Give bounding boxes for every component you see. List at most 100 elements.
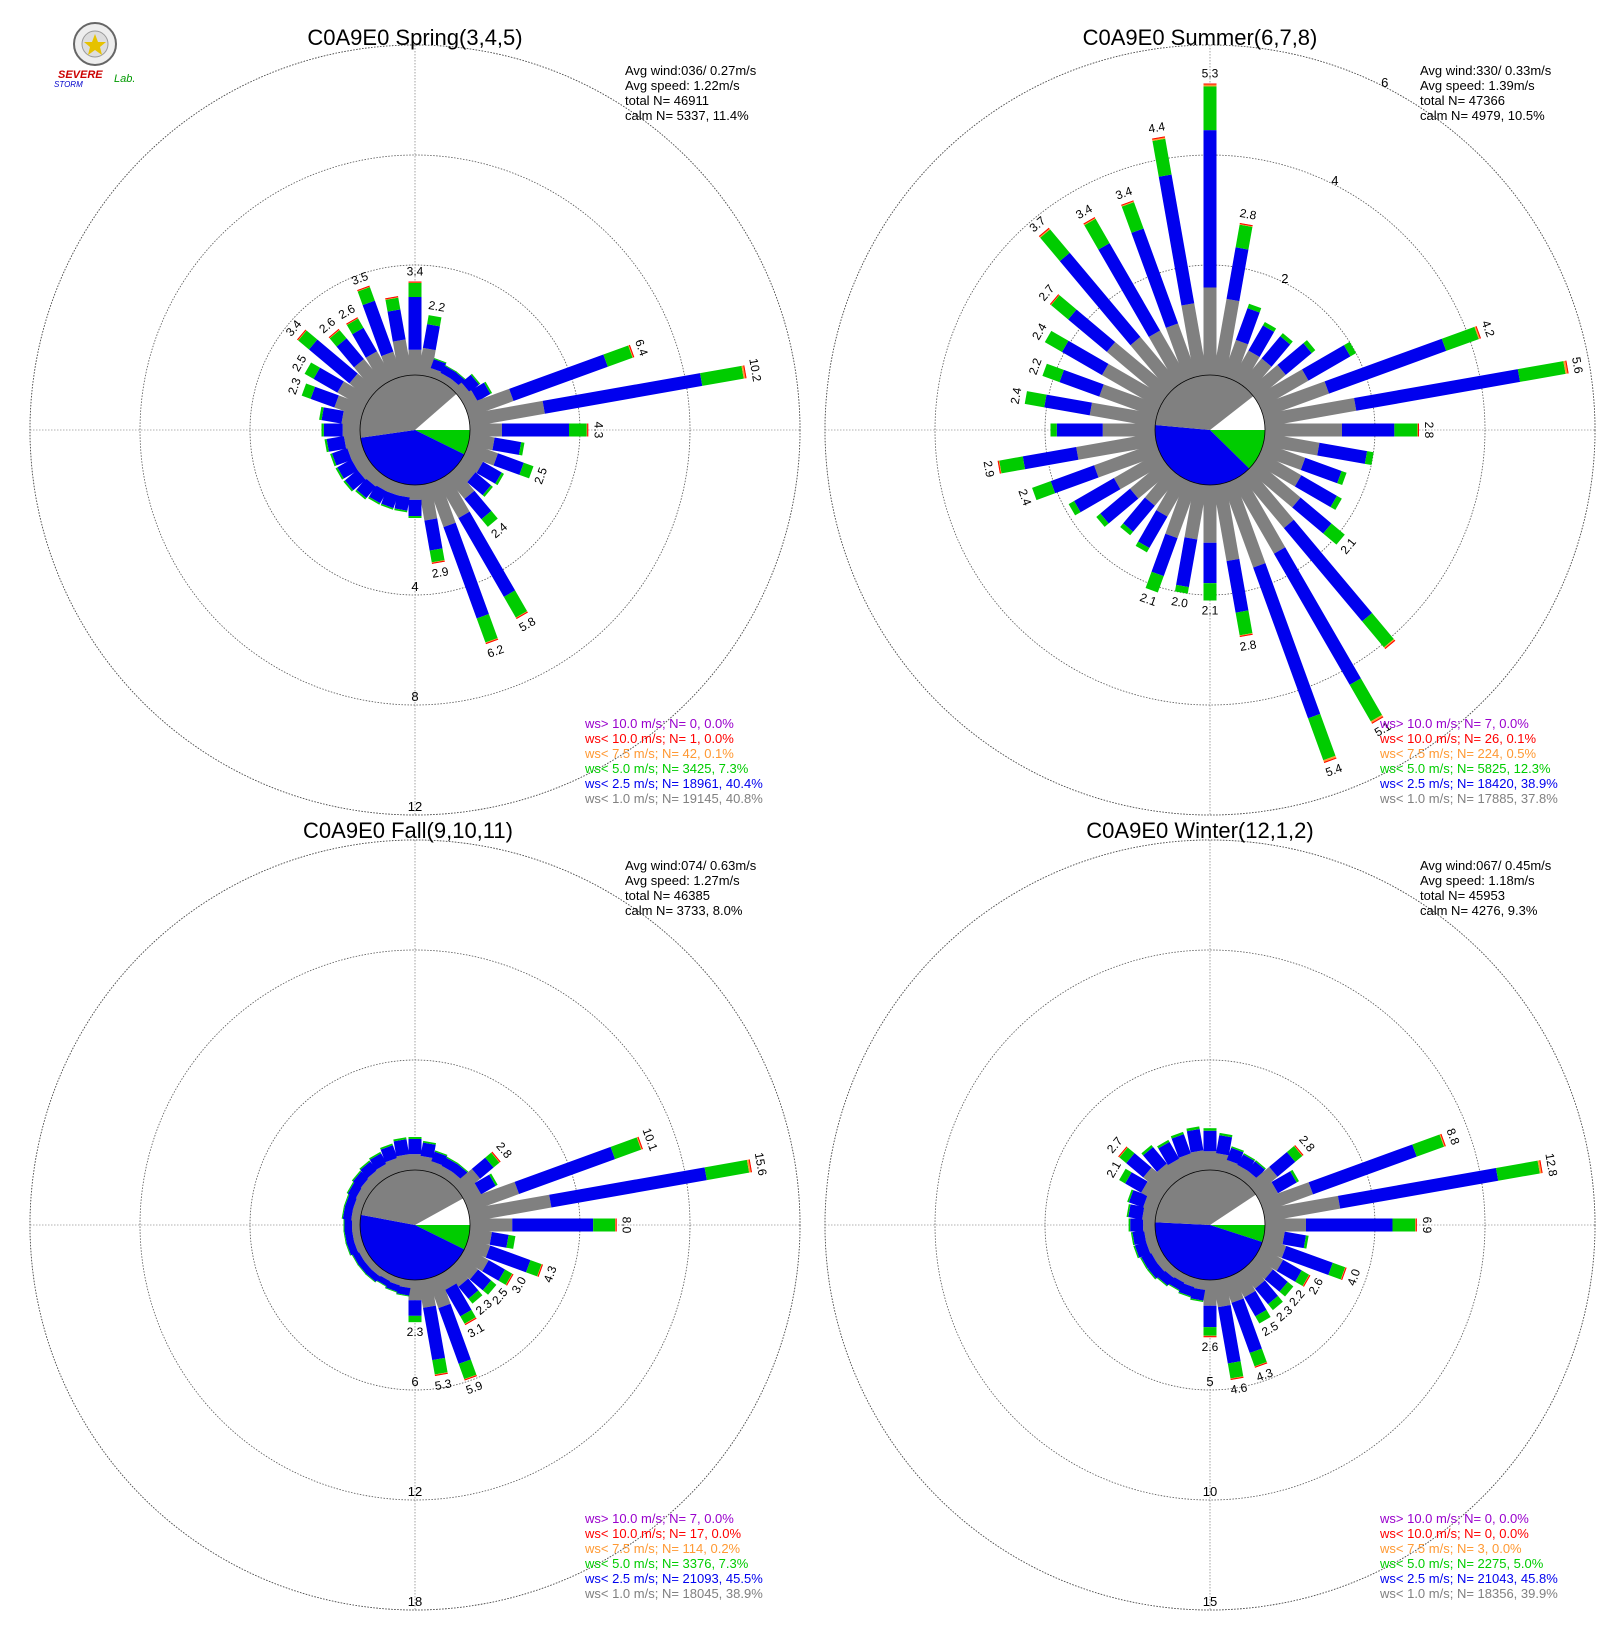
calm-pie-gray — [1155, 374, 1254, 430]
bar-210-blue — [368, 485, 387, 504]
bar-180-green — [1203, 583, 1217, 601]
bar-320-gray — [1130, 336, 1180, 393]
bar-label-90: 2.8 — [1422, 422, 1436, 439]
bar-350-blue — [387, 309, 406, 342]
bar-230-gray — [357, 460, 378, 480]
legend-line-5: ws< 2.5 m/s; N= 18420, 38.9% — [1379, 776, 1558, 791]
bar-290-blue — [1059, 369, 1104, 397]
bar-50-red — [491, 1151, 501, 1163]
bar-290-green — [343, 1193, 350, 1207]
bar-290-green — [1042, 363, 1064, 383]
bar-300-blue — [1125, 1172, 1148, 1193]
bar-80-green — [700, 365, 744, 386]
bar-120-gray — [1254, 451, 1302, 487]
bar-label-110: 4.0 — [1344, 1267, 1363, 1288]
bar-label-160: 5.9 — [464, 1378, 485, 1397]
bar-210-blue — [375, 1274, 391, 1287]
bar-150-blue — [458, 511, 516, 597]
bar-190-green — [396, 1293, 410, 1297]
bar-90-green — [1392, 1218, 1416, 1232]
stat-line-2: Avg speed: 1.18m/s — [1420, 873, 1535, 888]
bar-50-gray — [1247, 364, 1286, 400]
bar-310-gray — [1106, 341, 1173, 400]
bar-120-gray — [459, 451, 484, 474]
bar-310-blue — [1126, 1153, 1152, 1178]
bar-160-green — [476, 614, 498, 643]
bar-90-gray — [470, 423, 502, 437]
bar-label-290: 2.3 — [285, 376, 304, 397]
stat-line-4: calm N= 4276, 9.3% — [1420, 903, 1538, 918]
bar-140-green — [468, 1290, 483, 1304]
bar-230-gray — [1129, 460, 1173, 499]
bar-label-90: 8.0 — [620, 1217, 634, 1234]
bar-130-gray — [452, 1255, 479, 1280]
stat-line-4: calm N= 5337, 11.4% — [625, 108, 749, 123]
legend-line-1: ws> 10.0 m/s; N= 7, 0.0% — [1379, 716, 1529, 731]
bar-80-gray — [468, 400, 545, 427]
bar-200-blue — [381, 491, 399, 509]
bar-340-blue — [1171, 1134, 1191, 1158]
bar-220-blue — [356, 478, 376, 499]
bar-260-blue — [1022, 446, 1079, 470]
bar-300-blue — [1061, 340, 1109, 376]
bar-340-blue — [380, 1145, 398, 1163]
bar-label-90: 4.3 — [591, 422, 605, 439]
stat-line-1: Avg wind:036/ 0.27m/s — [625, 63, 757, 78]
bar-150-gray — [1231, 1269, 1256, 1298]
legend-line-3: ws< 7.5 m/s; N= 224, 0.5% — [1379, 746, 1537, 761]
bar-190-blue — [1190, 1287, 1206, 1301]
bar-270-blue — [344, 1218, 353, 1232]
bar-310-red — [297, 329, 307, 341]
bar-70-green — [1441, 326, 1479, 351]
bar-50-red — [1294, 1145, 1304, 1156]
bar-210-green — [375, 1279, 388, 1287]
bar-110-gray — [1259, 1237, 1287, 1259]
legend-line-5: ws< 2.5 m/s; N= 21043, 45.8% — [1379, 1571, 1558, 1586]
bar-80-blue — [542, 373, 703, 414]
ring-label-4: 4 — [411, 579, 418, 594]
bar-label-180: 2.1 — [1202, 604, 1219, 618]
bar-120-green — [498, 1269, 513, 1285]
bar-180-green — [1203, 1327, 1217, 1336]
legend-line-3: ws< 7.5 m/s; N= 42, 0.1% — [584, 746, 734, 761]
bar-150-red — [464, 1317, 477, 1326]
bar-30-gray — [1231, 350, 1260, 386]
bar-10-green — [422, 1140, 437, 1145]
bar-20-blue — [1226, 1147, 1244, 1165]
calm-pie-green — [415, 430, 470, 455]
bar-140-green — [1362, 613, 1394, 648]
bar-label-80: 12.8 — [1542, 1152, 1560, 1178]
bar-150-red — [516, 611, 528, 620]
bar-270-gray — [352, 1218, 360, 1232]
ring-18 — [29, 839, 801, 1611]
bar-0-green — [1203, 1128, 1217, 1131]
bar-110-gray — [464, 1237, 491, 1258]
bar-10-green — [1235, 224, 1253, 250]
bar-270-blue — [323, 423, 343, 437]
bar-150-green — [503, 590, 528, 618]
bar-270-green — [1128, 1218, 1131, 1232]
bar-130-blue — [467, 472, 492, 496]
calm-pie-gray — [360, 1170, 464, 1225]
bar-290-blue — [1128, 1190, 1148, 1208]
bar-330-blue — [352, 327, 378, 358]
bar-110-green — [519, 462, 534, 479]
bar-70-green — [610, 1137, 642, 1160]
bar-340-blue — [362, 300, 394, 357]
bar-190-green — [1190, 1298, 1204, 1302]
stat-line-4: calm N= 4979, 10.5% — [1420, 108, 1545, 123]
bar-140-green — [481, 510, 498, 527]
bar-140-blue — [464, 490, 492, 520]
bar-80-green — [704, 1159, 750, 1181]
bar-220-green — [365, 1273, 376, 1283]
bar-270-gray — [342, 423, 360, 437]
bar-250-blue — [346, 1240, 359, 1256]
bar-320-green — [1040, 229, 1070, 262]
bar-250-blue — [331, 447, 352, 466]
bar-130-green — [1279, 1281, 1294, 1297]
bar-230-green — [343, 480, 354, 492]
bar-170-blue — [1226, 558, 1249, 613]
bar-60-green — [1290, 1169, 1299, 1183]
calm-pie-white — [1210, 396, 1265, 430]
bar-10-blue — [420, 1142, 436, 1159]
